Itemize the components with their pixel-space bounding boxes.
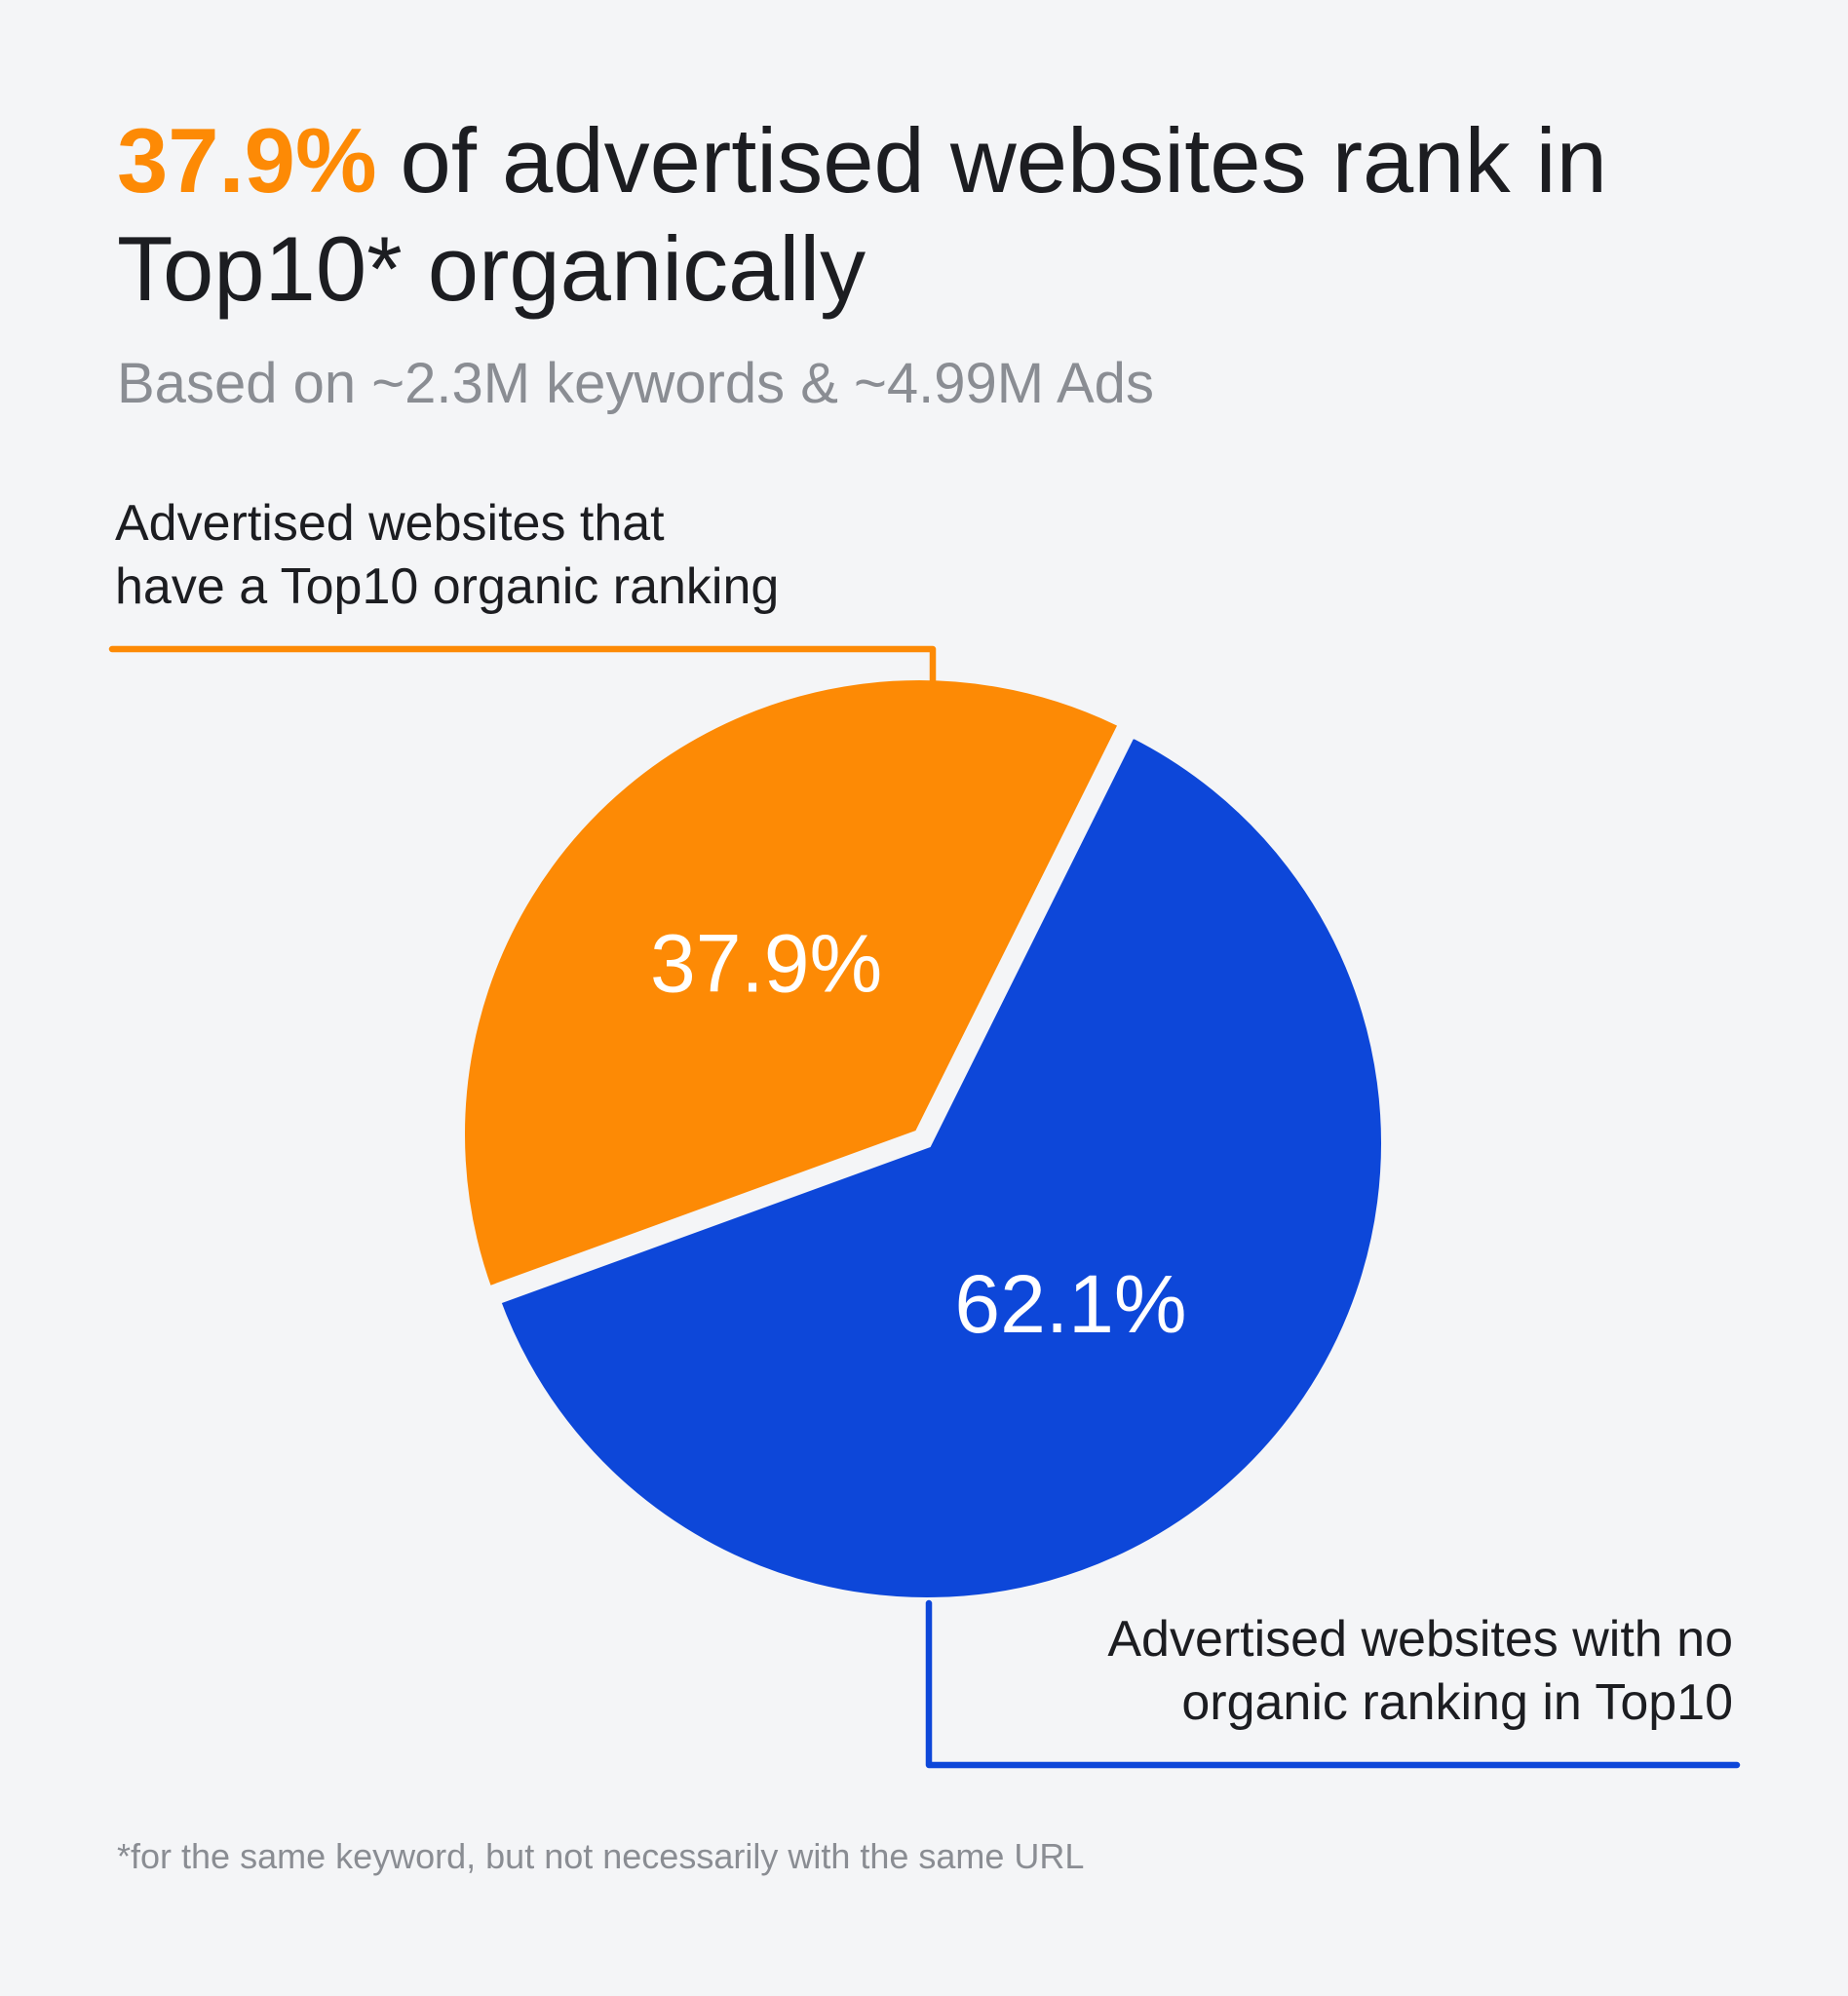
- slice-label: Advertised websites that have a Top10 or…: [115, 495, 780, 615]
- chart-title: 37.9% of advertised websites rank in Top1…: [117, 106, 1774, 323]
- subtitle: Based on ~2.3M keywords & ~4.99M Ads: [117, 352, 1154, 415]
- title-highlight: 37.9%: [117, 109, 377, 211]
- slice-label: Advertised websites with no organic rank…: [1107, 1611, 1733, 1731]
- data-label: 37.9%: [650, 917, 882, 1009]
- leader-line: [925, 1599, 1741, 1769]
- footnote: *for the same keyword, but not necessari…: [117, 1836, 1085, 1876]
- pie-slice: [455, 671, 1131, 1298]
- pie-slice: [488, 725, 1391, 1607]
- data-label: 62.1%: [954, 1258, 1186, 1350]
- title-text: of advertised websites rank in Top10* or…: [117, 109, 1607, 320]
- leader-line: [108, 645, 937, 687]
